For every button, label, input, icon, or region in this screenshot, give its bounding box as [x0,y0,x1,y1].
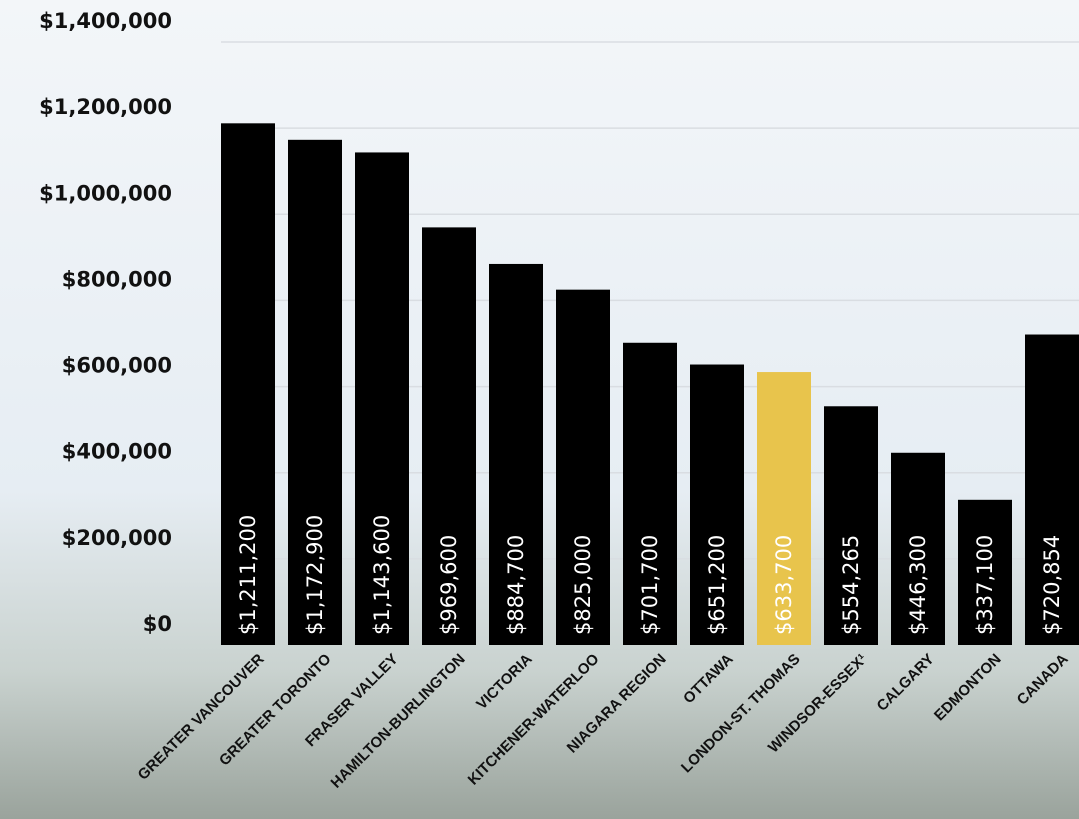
value-label: $884,700 [504,535,528,635]
bar [958,499,1012,645]
value-label: $1,172,900 [303,515,327,635]
value-label: $701,700 [638,535,662,635]
bar [221,123,275,646]
bar [623,342,677,645]
bar [1025,334,1079,645]
bar [891,452,945,645]
y-tick-label: $800,000 [62,267,172,291]
value-label: $825,000 [571,535,595,635]
value-label: $446,300 [906,535,930,635]
bar [556,289,610,645]
bar [355,152,409,645]
bar [288,139,342,645]
value-label: $720,854 [1040,535,1064,635]
bar [422,227,476,645]
bar [690,364,744,645]
value-label: $337,100 [973,535,997,635]
y-tick-label: $200,000 [62,526,172,550]
value-label: $633,700 [772,535,796,635]
bar [489,263,543,645]
value-label: $969,600 [437,535,461,635]
value-label: $651,200 [705,535,729,635]
y-tick-label: $600,000 [62,354,172,378]
value-label: $554,265 [839,535,863,635]
y-tick-label: $1,000,000 [39,181,172,205]
bar [824,406,878,645]
value-label: $1,211,200 [236,515,260,635]
value-label: $1,143,600 [370,515,394,635]
y-tick-label: $1,400,000 [39,9,172,33]
y-tick-label: $0 [143,612,172,636]
bar [757,372,811,645]
y-tick-label: $1,200,000 [39,95,172,119]
y-tick-label: $400,000 [62,440,172,464]
